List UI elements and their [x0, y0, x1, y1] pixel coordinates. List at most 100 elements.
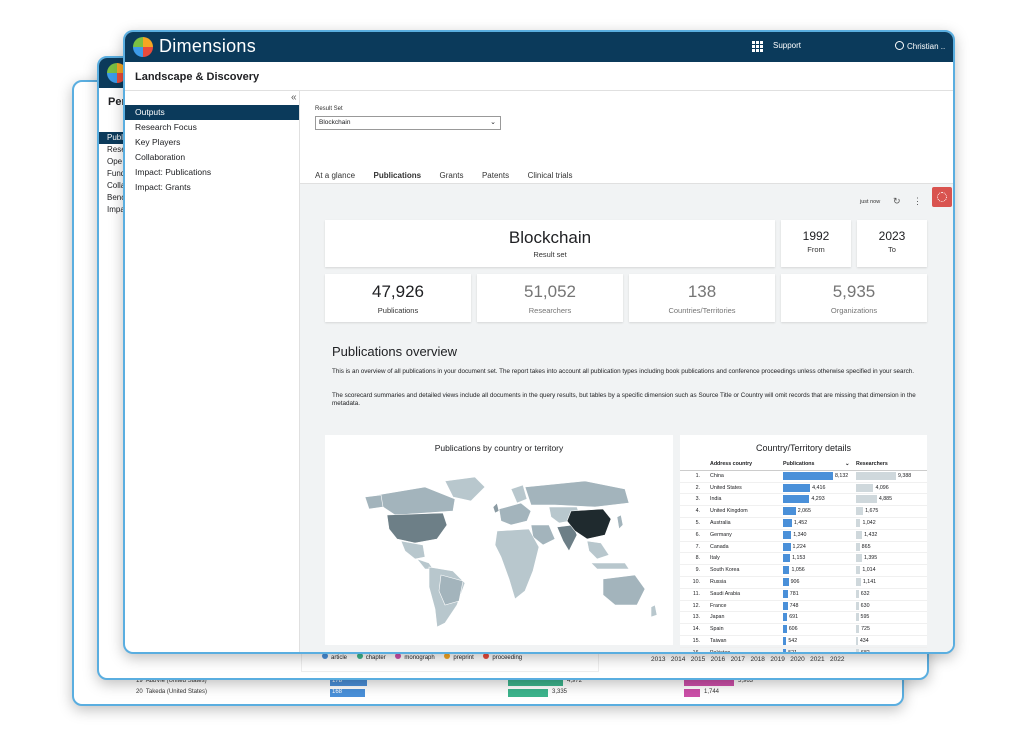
publications-value: 606	[788, 626, 798, 633]
back-sidebar-item[interactable]: Rese	[107, 145, 126, 154]
column-header-publications[interactable]: Publications ⌄	[783, 459, 853, 470]
world-map[interactable]	[325, 459, 673, 639]
result-set-value: Blockchain	[319, 119, 351, 126]
tab-grants[interactable]: Grants	[439, 171, 464, 180]
back-value: 1,744	[704, 689, 720, 695]
legend-label: article	[331, 655, 348, 661]
result-set-select[interactable]: Blockchain ⌄	[315, 116, 501, 130]
researchers-bar	[856, 542, 860, 551]
back-value: 178	[332, 678, 343, 684]
publications-value: 2,065	[797, 508, 811, 515]
table-row[interactable]: 4. United Kingdom 2,065 1,675	[680, 506, 927, 518]
back-sidebar-item[interactable]: Colla	[107, 181, 126, 190]
sidebar-item-research-focus[interactable]: Research Focus	[135, 122, 197, 132]
table-row[interactable]: 11. Saudi Arabia 781 632	[680, 589, 927, 601]
row-rank: 12.	[692, 602, 700, 609]
table-row[interactable]: 9. South Korea 1,056 1,014	[680, 565, 927, 577]
row-rank: 14.	[692, 626, 700, 633]
year-label: 2022	[830, 656, 845, 663]
back-sidebar-item[interactable]: Publ	[99, 132, 127, 144]
more-options-icon[interactable]: ⋮	[913, 196, 922, 206]
table-row[interactable]: 5. Australia 1,452 1,042	[680, 518, 927, 530]
tab-clinical-trials[interactable]: Clinical trials	[527, 171, 573, 180]
back-sidebar-item[interactable]: Benc	[107, 193, 126, 202]
support-link[interactable]: Support	[773, 41, 802, 50]
apps-grid-icon[interactable]	[752, 41, 763, 52]
row-country: Australia	[710, 519, 731, 526]
sidebar-item-impact-grants[interactable]: Impact: Grants	[135, 182, 191, 192]
researchers-value: 682	[860, 649, 870, 654]
table-row: 20 Takeda (United States)	[136, 689, 207, 695]
sidebar	[125, 91, 300, 652]
brand-name[interactable]: Dimensions	[159, 36, 257, 56]
publications-cell: 1,153	[783, 553, 853, 564]
year-label: 2019	[770, 656, 785, 663]
report-badge-icon[interactable]	[932, 187, 952, 207]
table-row[interactable]: 10. Russia 906 1,141	[680, 577, 927, 589]
back-sidebar-item[interactable]: Ope	[107, 157, 123, 166]
sidebar-item-impact-publications[interactable]: Impact: Publications	[135, 167, 212, 177]
sidebar-item-collaboration[interactable]: Collaboration	[135, 152, 186, 162]
chevron-down-icon: ⌄	[845, 461, 850, 467]
back-sidebar-item[interactable]: Impa	[107, 205, 125, 214]
scorecard-label: Countries/Territories	[668, 306, 736, 315]
publications-value: 1,452	[793, 519, 808, 526]
result-set-card: Blockchain Result set	[325, 220, 775, 267]
publications-value: 1,224	[792, 543, 806, 550]
scorecard-label: Organizations	[830, 306, 878, 315]
row-rank: 20	[136, 689, 143, 695]
table-row[interactable]: 2. United States 4,416 4,096	[680, 483, 927, 495]
collapse-sidebar-icon[interactable]: «	[291, 92, 297, 103]
row-country: China	[710, 472, 724, 479]
back-value: 3,335	[552, 689, 568, 695]
tab-at-a-glance[interactable]: At a glance	[315, 171, 356, 180]
publications-cell: 691	[783, 612, 853, 623]
sidebar-item-outputs[interactable]: Outputs	[125, 105, 299, 120]
year-label: 2018	[750, 656, 765, 663]
researchers-bar	[856, 483, 874, 492]
table-row[interactable]: 3. India 4,293 4,885	[680, 494, 927, 507]
researchers-bar	[856, 554, 862, 563]
user-menu[interactable]: Christian ..	[895, 41, 945, 51]
table-row[interactable]: 15. Taiwan 542 434	[680, 636, 927, 648]
to-label: To	[888, 245, 896, 254]
researchers-bar	[856, 589, 859, 598]
row-rank: 15.	[692, 637, 700, 644]
scorecard-label: Publications	[377, 306, 419, 315]
row-country: Taiwan	[710, 637, 727, 644]
row-country: India	[710, 496, 722, 503]
table-row[interactable]: 1. China 8,132 9,388	[680, 471, 927, 483]
researchers-value: 4,885	[878, 496, 893, 503]
legend-dot	[444, 653, 451, 659]
table-row[interactable]: 8. Italy 1,153 1,395	[680, 553, 927, 566]
table-row[interactable]: 6. Germany 1,340 1,432	[680, 530, 927, 542]
row-rank: 19	[136, 678, 143, 684]
map-region-greenland	[444, 476, 486, 502]
sidebar-item-key-players[interactable]: Key Players	[135, 137, 181, 147]
table-row[interactable]: 13. Japan 691 595	[680, 612, 927, 625]
back-bar	[508, 678, 563, 686]
publications-cell: 4,416	[783, 483, 853, 494]
divider	[125, 90, 953, 91]
publications-value: 4,293	[811, 496, 825, 503]
back-sidebar-item[interactable]: Fund	[107, 169, 126, 178]
scorecard-label: Researchers	[528, 306, 572, 315]
from-year: 1992	[802, 229, 830, 243]
table-row[interactable]: 12. France 748 630	[680, 601, 927, 613]
table-row[interactable]: 16. Pakistan 521 682	[680, 648, 927, 654]
dimensions-logo-icon[interactable]	[133, 37, 153, 57]
column-header-country[interactable]: Address country	[710, 461, 753, 467]
table-row[interactable]: 7. Canada 1,224 865	[680, 542, 927, 554]
column-header-researchers[interactable]: Researchers	[856, 461, 888, 467]
back-bar	[684, 689, 700, 697]
overview-paragraph: The scorecard summaries and detailed vie…	[332, 392, 916, 407]
publications-value: 542	[788, 637, 798, 644]
refresh-icon[interactable]: ↻	[893, 196, 901, 206]
year-label: 2015	[690, 656, 706, 663]
table-row[interactable]: 14. Spain 606 725	[680, 624, 927, 636]
researchers-bar	[856, 648, 859, 652]
tab-patents[interactable]: Patents	[481, 171, 510, 180]
chart-legend: article chapter monograph preprint proce…	[322, 653, 522, 661]
row-name: AbbVie (United States)	[145, 678, 207, 684]
publications-value: 521	[788, 649, 798, 654]
